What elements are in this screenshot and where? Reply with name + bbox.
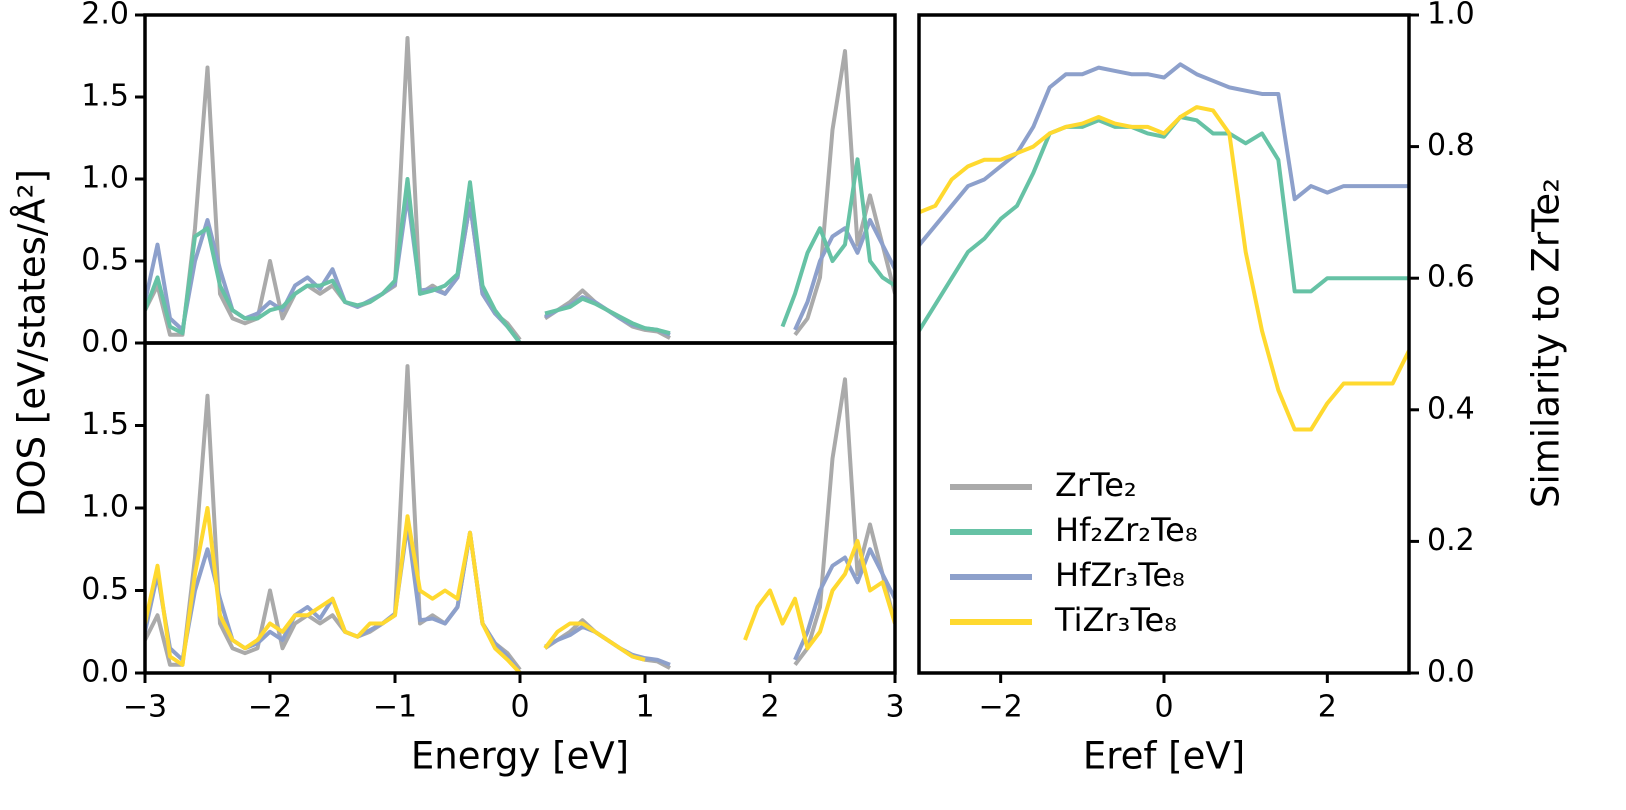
plot-area bbox=[145, 35, 895, 343]
frame bbox=[143, 13, 897, 345]
series-line bbox=[145, 364, 522, 671]
x-tick-label: 2 bbox=[1318, 690, 1337, 725]
y-tick-label: 1.0 bbox=[81, 161, 129, 196]
y-tick-label: 1.0 bbox=[81, 490, 129, 525]
x-tick-label: −2 bbox=[248, 690, 292, 725]
series-line bbox=[543, 621, 646, 662]
series-line bbox=[793, 377, 895, 666]
series-line bbox=[544, 624, 671, 667]
x-tick-label: −2 bbox=[979, 690, 1023, 725]
x-tick-label: 3 bbox=[885, 690, 904, 725]
y-axis-label: DOS [eV/states/Å²] bbox=[10, 169, 54, 517]
y-tick-label: 0.0 bbox=[81, 655, 129, 690]
y-tick-label: 0.8 bbox=[1427, 128, 1475, 163]
series-line bbox=[919, 105, 1409, 432]
plot-area bbox=[919, 62, 1409, 432]
y-tick-label: 2.0 bbox=[81, 0, 129, 32]
series-line bbox=[919, 62, 1409, 247]
x-tick-label: 0 bbox=[510, 690, 529, 725]
legend-label: ZrTe₂ bbox=[1055, 466, 1137, 504]
series-line bbox=[145, 506, 522, 673]
legend-label: TiZr₃Te₈ bbox=[1054, 601, 1177, 639]
series-line bbox=[919, 114, 1409, 332]
series-line bbox=[793, 49, 895, 337]
y-tick-label: 0.0 bbox=[81, 325, 129, 360]
x-tick-label: 0 bbox=[1154, 690, 1173, 725]
y-tick-label: 0.5 bbox=[81, 243, 129, 278]
y-axis-label: Similarity to ZrTe₂ bbox=[1525, 178, 1568, 508]
y-tick-label: 0.5 bbox=[81, 572, 129, 607]
series-line bbox=[145, 35, 522, 341]
legend-label: HfZr₃Te₈ bbox=[1055, 556, 1185, 594]
series-line bbox=[793, 218, 895, 331]
x-tick-label: 1 bbox=[635, 690, 654, 725]
y-tick-label: 0.2 bbox=[1427, 523, 1475, 558]
y-tick-label: 1.0 bbox=[1427, 0, 1475, 32]
x-axis-label: Energy [eV] bbox=[411, 735, 629, 778]
y-tick-label: 0.4 bbox=[1427, 391, 1475, 426]
series-line bbox=[145, 177, 522, 343]
x-axis-label: Eref [eV] bbox=[1083, 735, 1245, 778]
y-tick-label: 0.0 bbox=[1427, 655, 1475, 690]
series-line bbox=[145, 193, 522, 343]
x-tick-label: −1 bbox=[373, 690, 417, 725]
x-tick-label: 2 bbox=[760, 690, 779, 725]
series-line bbox=[793, 547, 895, 661]
legend-label: Hf₂Zr₂Te₈ bbox=[1055, 511, 1198, 549]
plot-area bbox=[145, 364, 895, 673]
series-line bbox=[743, 539, 895, 651]
x-tick-label: −3 bbox=[123, 690, 167, 725]
y-tick-label: 1.5 bbox=[81, 407, 129, 442]
series-line bbox=[544, 296, 671, 336]
y-tick-label: 1.5 bbox=[81, 79, 129, 114]
series-line bbox=[780, 157, 895, 328]
y-tick-label: 0.6 bbox=[1427, 260, 1475, 295]
